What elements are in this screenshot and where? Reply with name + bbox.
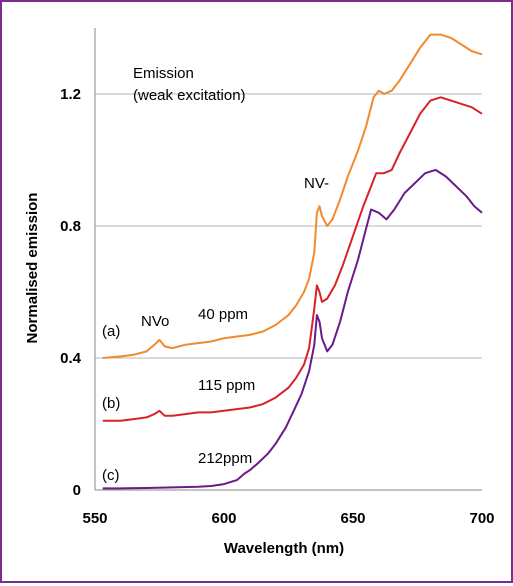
annotation-nv-minus: NV- bbox=[304, 175, 329, 192]
label-40-ppm: 40 ppm bbox=[198, 306, 248, 323]
annotation-excitation: (weak excitation) bbox=[133, 87, 246, 104]
series-lines bbox=[102, 33, 483, 490]
x-tick-label: 700 bbox=[469, 510, 494, 527]
y-tick-label: 0.4 bbox=[60, 350, 82, 367]
x-axis-label: Wavelength (nm) bbox=[224, 540, 344, 557]
x-tick-label: 650 bbox=[340, 510, 365, 527]
x-tick-label: 600 bbox=[211, 510, 236, 527]
series-line bbox=[102, 96, 483, 422]
y-tick-labels: 0 0.4 0.8 1.2 bbox=[60, 86, 82, 499]
annotation-nvo: NVo bbox=[141, 313, 169, 330]
y-tick-label: 0 bbox=[73, 482, 81, 499]
x-tick-labels: 550 600 650 700 bbox=[82, 510, 494, 527]
series-line bbox=[102, 168, 483, 490]
annotation-emission: Emission bbox=[133, 65, 194, 82]
y-tick-label: 0.8 bbox=[60, 218, 81, 235]
label-b: (b) bbox=[102, 395, 120, 412]
label-c: (c) bbox=[102, 467, 120, 484]
series-line bbox=[102, 33, 483, 359]
label-115-ppm: 115 ppm bbox=[198, 377, 255, 394]
x-tick-label: 550 bbox=[82, 510, 107, 527]
label-212-ppm: 212ppm bbox=[198, 450, 252, 467]
y-axis-label: Normalised emission bbox=[24, 193, 41, 344]
y-tick-label: 1.2 bbox=[60, 86, 81, 103]
grid-lines bbox=[95, 93, 482, 359]
label-a: (a) bbox=[102, 323, 120, 340]
axes bbox=[94, 28, 482, 491]
